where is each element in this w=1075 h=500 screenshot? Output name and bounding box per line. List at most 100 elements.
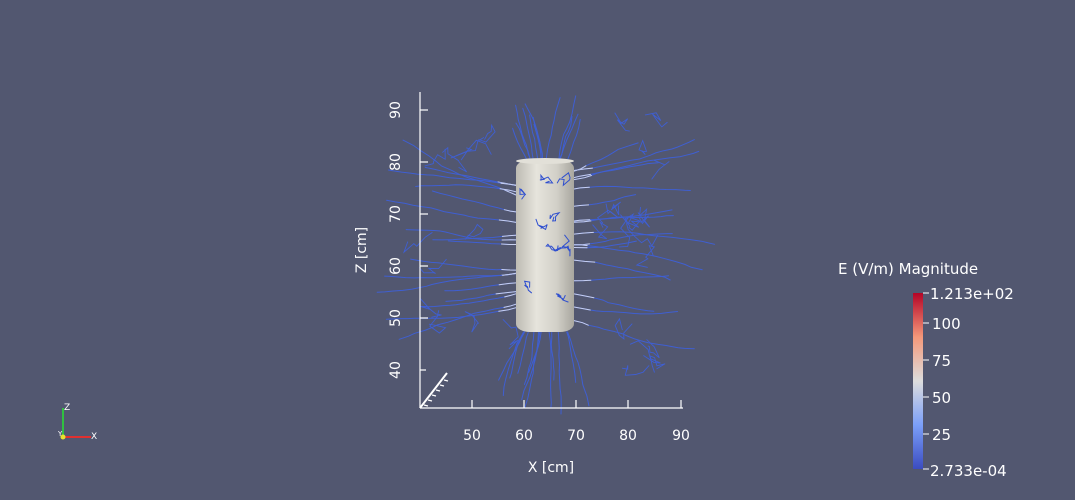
streamline (502, 331, 525, 396)
streamline (637, 206, 650, 228)
colorbar-tick-label: 75 (932, 352, 951, 370)
orientation-axes-widget[interactable]: Z X Y (57, 403, 97, 442)
streamline (376, 273, 517, 293)
streamline (573, 231, 716, 245)
streamline (573, 320, 695, 350)
streamline (573, 231, 594, 235)
streamline (596, 203, 619, 224)
streamline (556, 171, 571, 187)
streamline (529, 114, 539, 161)
streamline (545, 243, 564, 252)
streamline (573, 185, 691, 191)
streamline (555, 293, 569, 303)
streamline (419, 297, 442, 318)
z-axis-title: Z [cm] (354, 227, 370, 273)
streamline (515, 104, 532, 161)
color-legend[interactable]: E (V/m) Magnitude 1.213e+02 100 75 50 25… (838, 260, 1014, 480)
streamline (573, 244, 588, 247)
streamline (522, 107, 534, 161)
cylinder-object[interactable] (516, 158, 574, 332)
streamline (464, 223, 484, 240)
streamline (523, 280, 532, 294)
streamline (635, 245, 656, 268)
streamline (550, 331, 555, 381)
z-tick-label: 50 (388, 309, 404, 327)
streamline (649, 355, 666, 373)
z-tick-label: 40 (388, 361, 404, 379)
streamline (651, 159, 670, 180)
streamline (498, 331, 524, 381)
streamline (524, 103, 544, 161)
streamline (431, 190, 517, 213)
streamline (512, 127, 528, 161)
streamline (592, 221, 609, 240)
streamline (573, 233, 673, 246)
x-tick-label: 60 (515, 428, 533, 444)
streamline (521, 331, 542, 401)
streamline (504, 189, 517, 196)
streamline (419, 258, 447, 275)
z-tick-label: 80 (388, 153, 404, 171)
orientation-y-label: Y (57, 430, 63, 438)
streamline (629, 340, 661, 364)
streamline (573, 219, 591, 222)
streamline (385, 307, 517, 320)
streamline (628, 215, 649, 228)
streamline (558, 113, 579, 161)
streamline (501, 234, 517, 237)
streamline (502, 319, 519, 350)
streamline (610, 201, 621, 216)
streamline (402, 232, 433, 254)
streamline (428, 310, 447, 334)
streamline (423, 293, 517, 308)
streamline (573, 173, 591, 179)
streamline (501, 269, 517, 271)
colorbar-tick-label: 100 (932, 315, 961, 333)
colorbar-max-label: 1.213e+02 (930, 285, 1014, 303)
streamline (503, 303, 517, 308)
cube-axes (419, 92, 683, 409)
streamline (573, 209, 673, 223)
orientation-x-label: X (91, 432, 97, 442)
surface-streamlines (519, 171, 571, 303)
streamline (626, 223, 659, 247)
streamline (558, 95, 577, 161)
streamline (504, 293, 517, 298)
streamline (386, 199, 517, 223)
streamline (614, 112, 630, 132)
streamline (528, 331, 541, 373)
streamline (495, 291, 517, 295)
streamline (573, 279, 592, 282)
streamline (619, 217, 631, 248)
orientation-z-label: Z (64, 403, 70, 413)
streamline (573, 204, 590, 207)
streamline (545, 97, 561, 161)
streamline (498, 219, 517, 223)
streamline (464, 311, 479, 333)
colorbar-tick-label: 25 (932, 426, 951, 444)
streamline (384, 272, 517, 279)
streamline (620, 212, 641, 231)
streamline (573, 194, 637, 207)
streamline (498, 282, 517, 286)
streamline (533, 123, 542, 161)
streamline (573, 139, 695, 171)
streamline (549, 211, 561, 222)
streamline (561, 234, 571, 257)
streamline (573, 306, 678, 315)
streamline (503, 209, 517, 213)
streamline (573, 165, 587, 172)
x-tick-label: 50 (463, 428, 481, 444)
colorbar-min-label: 2.733e-04 (930, 462, 1007, 480)
z-tick-label: 90 (388, 101, 404, 119)
x-axis-title: X [cm] (528, 460, 574, 476)
colorbar-title: E (V/m) Magnitude (838, 260, 978, 278)
streamline (524, 331, 539, 409)
streamline (573, 244, 703, 271)
z-tick-label: 70 (388, 205, 404, 223)
streamline (387, 169, 517, 186)
streamline (410, 258, 517, 271)
streamline (442, 146, 468, 173)
streamline (573, 306, 591, 311)
